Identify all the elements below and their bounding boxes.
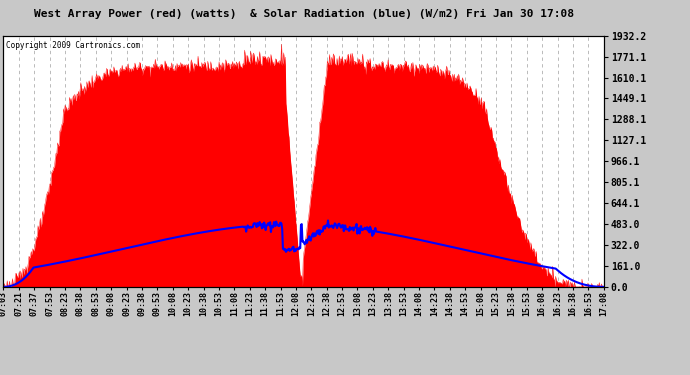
Text: Copyright 2009 Cartronics.com: Copyright 2009 Cartronics.com [6,40,141,50]
Text: West Array Power (red) (watts)  & Solar Radiation (blue) (W/m2) Fri Jan 30 17:08: West Array Power (red) (watts) & Solar R… [34,9,573,20]
